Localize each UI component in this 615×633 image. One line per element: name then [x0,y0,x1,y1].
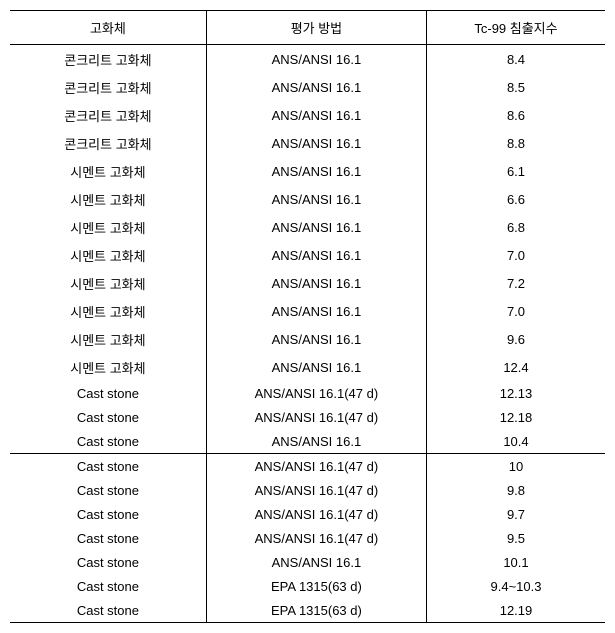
header-row: 고화체 평가 방법 Tc-99 침출지수 [10,11,605,45]
table-cell: ANS/ANSI 16.1 [206,353,426,381]
table-cell: Cast stone [10,526,206,550]
table-cell: 12.18 [426,405,605,429]
table-cell: 10.4 [426,429,605,454]
table-cell: Cast stone [10,502,206,526]
table-cell: 12.19 [426,598,605,623]
table-cell: EPA 1315(63 d) [206,574,426,598]
table-cell: ANS/ANSI 16.1(47 d) [206,381,426,405]
table-cell: ANS/ANSI 16.1(47 d) [206,405,426,429]
table-row: Cast stoneEPA 1315(63 d)9.4~10.3 [10,574,605,598]
table-row: 시멘트 고화체ANS/ANSI 16.112.4 [10,353,605,381]
table-cell: Cast stone [10,381,206,405]
table-row: 시멘트 고화체ANS/ANSI 16.19.6 [10,325,605,353]
table-cell: 시멘트 고화체 [10,325,206,353]
table-row: 시멘트 고화체ANS/ANSI 16.16.1 [10,157,605,185]
table-cell: ANS/ANSI 16.1 [206,45,426,74]
data-table: 고화체 평가 방법 Tc-99 침출지수 콘크리트 고화체ANS/ANSI 16… [10,10,605,623]
table-cell: 시멘트 고화체 [10,157,206,185]
table-cell: ANS/ANSI 16.1 [206,241,426,269]
table-cell: ANS/ANSI 16.1(47 d) [206,502,426,526]
table-cell: EPA 1315(63 d) [206,598,426,623]
table-cell: Cast stone [10,598,206,623]
table-cell: 콘크리트 고화체 [10,73,206,101]
table-row: 시멘트 고화체ANS/ANSI 16.17.0 [10,297,605,325]
table-cell: Cast stone [10,550,206,574]
table-cell: ANS/ANSI 16.1 [206,185,426,213]
table-cell: Cast stone [10,574,206,598]
table-cell: 6.8 [426,213,605,241]
table-cell: ANS/ANSI 16.1 [206,325,426,353]
table-row: 콘크리트 고화체ANS/ANSI 16.18.6 [10,101,605,129]
table-cell: 시멘트 고화체 [10,297,206,325]
table-cell: 콘크리트 고화체 [10,45,206,74]
table-row: Cast stoneANS/ANSI 16.1(47 d)9.7 [10,502,605,526]
table-cell: 10 [426,454,605,479]
table-row: 콘크리트 고화체ANS/ANSI 16.18.5 [10,73,605,101]
table-cell: 9.5 [426,526,605,550]
table-cell: ANS/ANSI 16.1(47 d) [206,454,426,479]
table-row: Cast stoneANS/ANSI 16.1(47 d)12.13 [10,381,605,405]
table-row: 시멘트 고화체ANS/ANSI 16.17.0 [10,241,605,269]
table-cell: 9.6 [426,325,605,353]
table-cell: ANS/ANSI 16.1 [206,129,426,157]
table-row: 콘크리트 고화체ANS/ANSI 16.18.8 [10,129,605,157]
table-cell: 9.8 [426,478,605,502]
table-cell: 7.2 [426,269,605,297]
table-cell: 8.5 [426,73,605,101]
table-cell: 8.6 [426,101,605,129]
table-cell: Cast stone [10,478,206,502]
table-cell: ANS/ANSI 16.1(47 d) [206,478,426,502]
col-header-1: 평가 방법 [206,11,426,45]
table-cell: ANS/ANSI 16.1 [206,101,426,129]
table-row: Cast stoneANS/ANSI 16.1(47 d)12.18 [10,405,605,429]
table-row: Cast stoneANS/ANSI 16.1(47 d)9.5 [10,526,605,550]
col-header-2: Tc-99 침출지수 [426,11,605,45]
table-row: Cast stoneANS/ANSI 16.1(47 d)9.8 [10,478,605,502]
table-cell: 콘크리트 고화체 [10,101,206,129]
table-cell: Cast stone [10,405,206,429]
table-cell: 7.0 [426,297,605,325]
table-cell: 12.13 [426,381,605,405]
table-row: 콘크리트 고화체ANS/ANSI 16.18.4 [10,45,605,74]
table-cell: 시멘트 고화체 [10,353,206,381]
table-row: Cast stoneEPA 1315(63 d)12.19 [10,598,605,623]
table-cell: Cast stone [10,454,206,479]
table-cell: 12.4 [426,353,605,381]
table-cell: 9.4~10.3 [426,574,605,598]
table-cell: 8.8 [426,129,605,157]
table-cell: Cast stone [10,429,206,454]
table-cell: 9.7 [426,502,605,526]
table-cell: 시멘트 고화체 [10,269,206,297]
table-body: 콘크리트 고화체ANS/ANSI 16.18.4콘크리트 고화체ANS/ANSI… [10,45,605,623]
table-row: Cast stoneANS/ANSI 16.1(47 d)10 [10,454,605,479]
table-cell: 10.1 [426,550,605,574]
table-row: Cast stoneANS/ANSI 16.110.4 [10,429,605,454]
table-row: 시멘트 고화체ANS/ANSI 16.17.2 [10,269,605,297]
col-header-0: 고화체 [10,11,206,45]
table-cell: ANS/ANSI 16.1 [206,429,426,454]
table-cell: ANS/ANSI 16.1 [206,213,426,241]
table-cell: ANS/ANSI 16.1 [206,73,426,101]
table-cell: ANS/ANSI 16.1 [206,157,426,185]
table-row: Cast stoneANS/ANSI 16.110.1 [10,550,605,574]
table-cell: 6.1 [426,157,605,185]
table-cell: 8.4 [426,45,605,74]
table-cell: ANS/ANSI 16.1(47 d) [206,526,426,550]
table-cell: ANS/ANSI 16.1 [206,269,426,297]
table-cell: 7.0 [426,241,605,269]
table-cell: ANS/ANSI 16.1 [206,297,426,325]
table-cell: ANS/ANSI 16.1 [206,550,426,574]
table-cell: 콘크리트 고화체 [10,129,206,157]
table-cell: 시멘트 고화체 [10,185,206,213]
table-row: 시멘트 고화체ANS/ANSI 16.16.6 [10,185,605,213]
table-cell: 시멘트 고화체 [10,213,206,241]
table-cell: 시멘트 고화체 [10,241,206,269]
table-row: 시멘트 고화체ANS/ANSI 16.16.8 [10,213,605,241]
table-cell: 6.6 [426,185,605,213]
